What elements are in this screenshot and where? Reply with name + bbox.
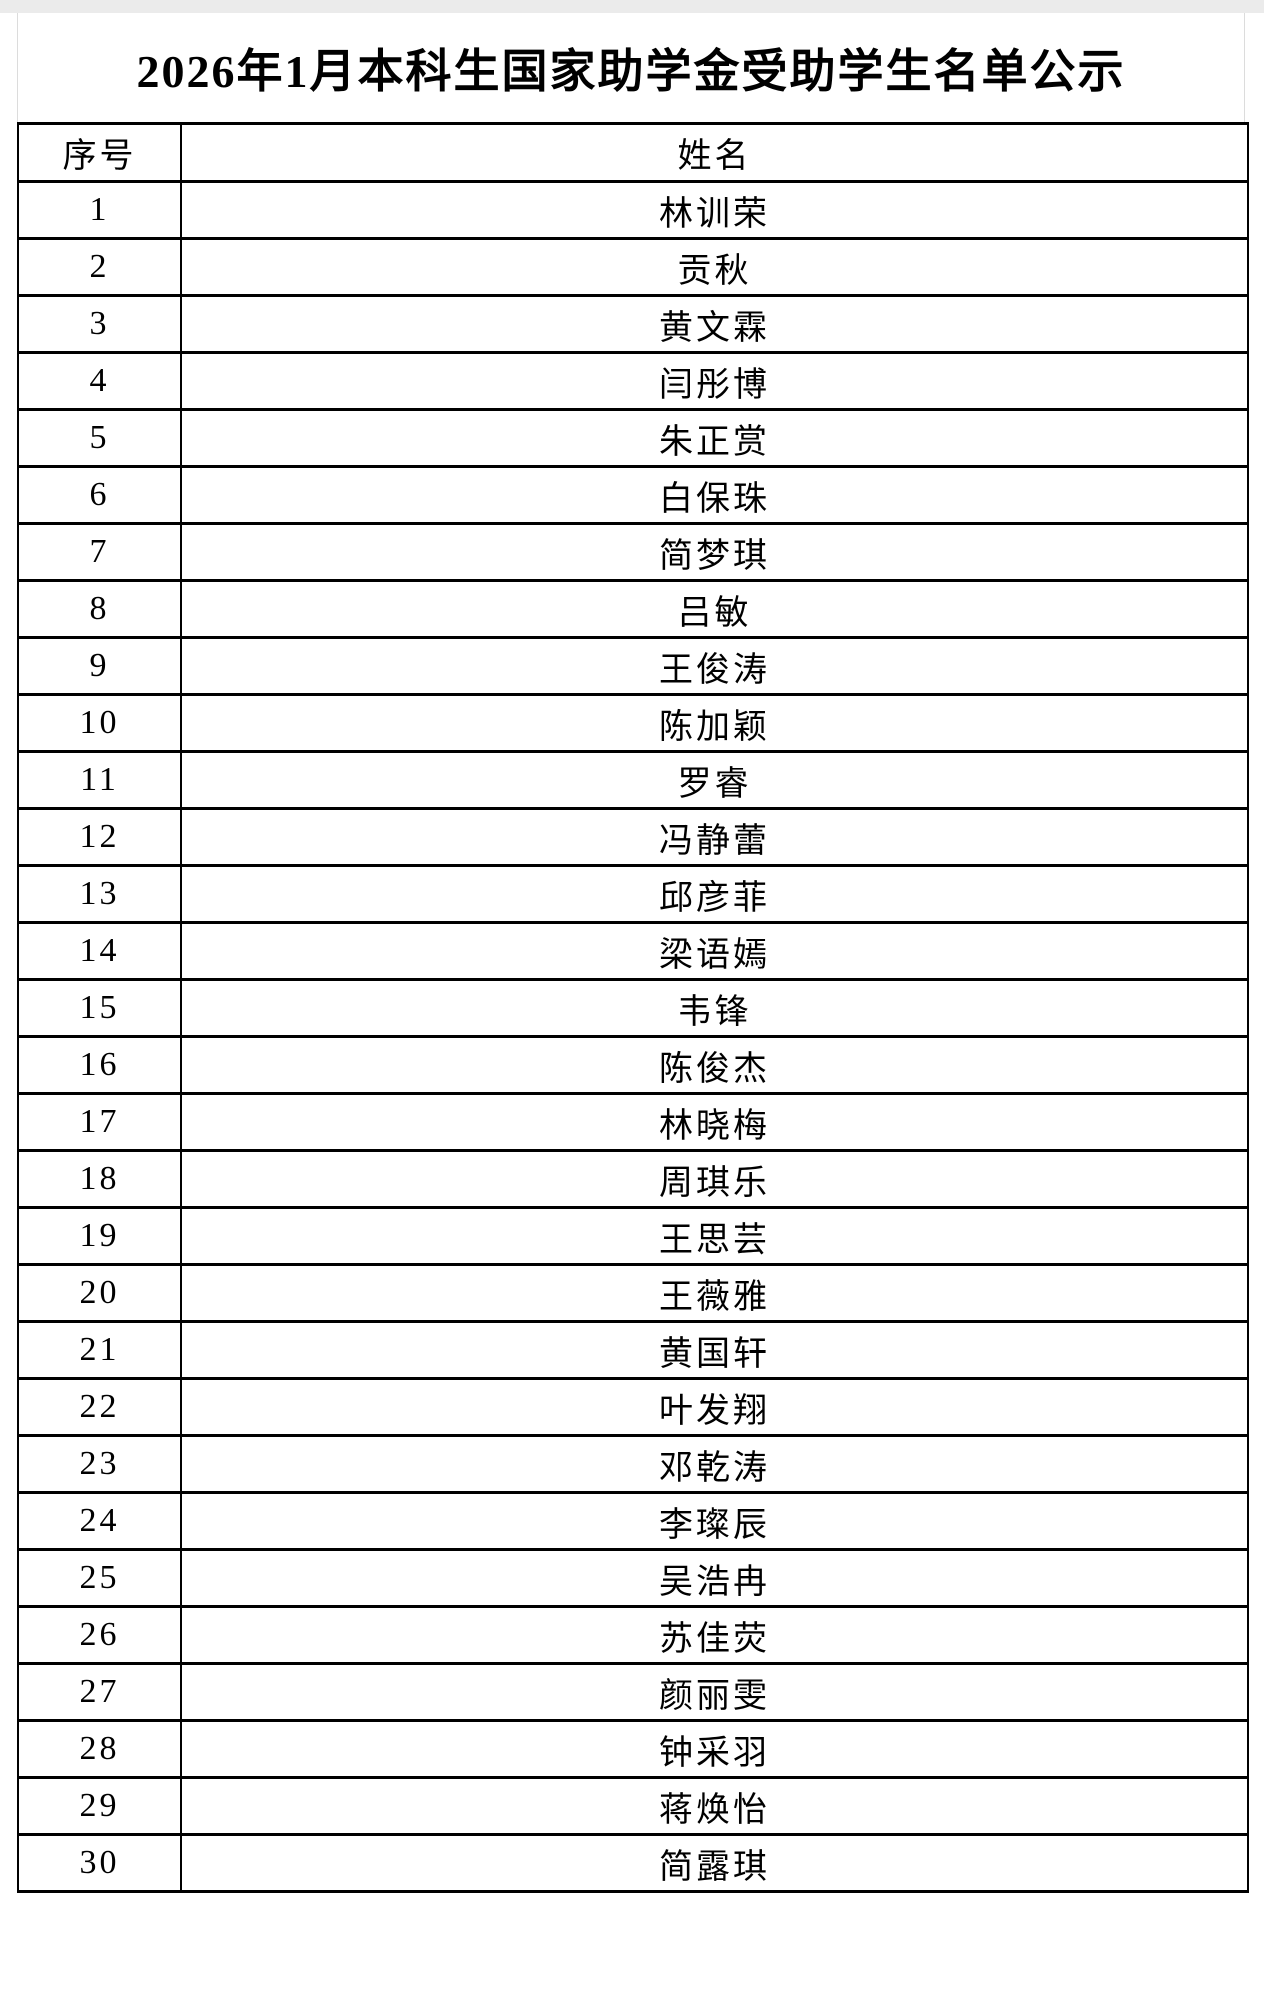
table-row: 4 闫彤博	[17, 351, 1249, 411]
row-no-cell: 16	[17, 1035, 182, 1095]
row-name-cell: 罗睿	[180, 750, 1249, 810]
table-row: 17 林晓梅	[17, 1092, 1249, 1152]
row-name-cell: 周琪乐	[180, 1149, 1249, 1209]
row-no-cell: 24	[17, 1491, 182, 1551]
table-row: 9 王俊涛	[17, 636, 1249, 696]
row-no-cell: 6	[17, 465, 182, 525]
row-no-cell: 19	[17, 1206, 182, 1266]
row-name-cell: 闫彤博	[180, 351, 1249, 411]
table-row: 10 陈加颖	[17, 693, 1249, 753]
row-name-cell: 邓乾涛	[180, 1434, 1249, 1494]
row-name-cell: 颜丽雯	[180, 1662, 1249, 1722]
table-row: 25 吴浩冉	[17, 1548, 1249, 1608]
table-row: 5 朱正赏	[17, 408, 1249, 468]
table-row: 11 罗睿	[17, 750, 1249, 810]
top-gray-strip	[0, 0, 1264, 13]
row-name-cell: 蒋焕怡	[180, 1776, 1249, 1836]
row-name-cell: 李璨辰	[180, 1491, 1249, 1551]
table-row: 14 梁语嫣	[17, 921, 1249, 981]
row-name-cell: 梁语嫣	[180, 921, 1249, 981]
row-no-cell: 17	[17, 1092, 182, 1152]
row-name-cell: 钟采羽	[180, 1719, 1249, 1779]
row-no-cell: 27	[17, 1662, 182, 1722]
table-row: 19 王思芸	[17, 1206, 1249, 1266]
table-row: 30 简露琪	[17, 1833, 1249, 1893]
row-name-cell: 林训荣	[180, 180, 1249, 240]
table-row: 23 邓乾涛	[17, 1434, 1249, 1494]
row-name-cell: 黄文霖	[180, 294, 1249, 354]
col-header-no: 序号	[17, 122, 182, 183]
row-name-cell: 王俊涛	[180, 636, 1249, 696]
row-no-cell: 10	[17, 693, 182, 753]
row-no-cell: 1	[17, 180, 182, 240]
row-name-cell: 王薇雅	[180, 1263, 1249, 1323]
table-row: 27 颜丽雯	[17, 1662, 1249, 1722]
row-no-cell: 4	[17, 351, 182, 411]
table-row: 2 贡秋	[17, 237, 1249, 297]
row-no-cell: 20	[17, 1263, 182, 1323]
row-name-cell: 白保珠	[180, 465, 1249, 525]
row-no-cell: 15	[17, 978, 182, 1038]
row-name-cell: 吕敏	[180, 579, 1249, 639]
row-name-cell: 贡秋	[180, 237, 1249, 297]
table-row: 21 黄国轩	[17, 1320, 1249, 1380]
row-no-cell: 30	[17, 1833, 182, 1893]
col-header-name: 姓名	[180, 122, 1249, 183]
row-name-cell: 林晓梅	[180, 1092, 1249, 1152]
table-row: 12 冯静蕾	[17, 807, 1249, 867]
row-no-cell: 13	[17, 864, 182, 924]
row-name-cell: 韦锋	[180, 978, 1249, 1038]
row-name-cell: 王思芸	[180, 1206, 1249, 1266]
table-row: 18 周琪乐	[17, 1149, 1249, 1209]
row-name-cell: 冯静蕾	[180, 807, 1249, 867]
table-row: 26 苏佳荧	[17, 1605, 1249, 1665]
row-name-cell: 苏佳荧	[180, 1605, 1249, 1665]
row-no-cell: 14	[17, 921, 182, 981]
row-no-cell: 7	[17, 522, 182, 582]
row-no-cell: 29	[17, 1776, 182, 1836]
row-no-cell: 2	[17, 237, 182, 297]
table-row: 3 黄文霖	[17, 294, 1249, 354]
table-row: 29 蒋焕怡	[17, 1776, 1249, 1836]
row-name-cell: 黄国轩	[180, 1320, 1249, 1380]
row-no-cell: 11	[17, 750, 182, 810]
table-row: 24 李璨辰	[17, 1491, 1249, 1551]
row-name-cell: 陈加颖	[180, 693, 1249, 753]
table-row: 20 王薇雅	[17, 1263, 1249, 1323]
table-row: 8 吕敏	[17, 579, 1249, 639]
row-no-cell: 25	[17, 1548, 182, 1608]
row-name-cell: 吴浩冉	[180, 1548, 1249, 1608]
row-name-cell: 邱彦菲	[180, 864, 1249, 924]
table-row: 22 叶发翔	[17, 1377, 1249, 1437]
row-no-cell: 23	[17, 1434, 182, 1494]
student-roster-table: 序号 姓名 1 林训荣 2 贡秋 3 黄文霖 4 闫彤博 5 朱正赏 6 白保珠 7 简梦琪 8 吕敏 9 王俊涛…	[17, 122, 1249, 1893]
row-no-cell: 18	[17, 1149, 182, 1209]
row-name-cell: 简露琪	[180, 1833, 1249, 1893]
table-row: 1 林训荣	[17, 180, 1249, 240]
table-row: 13 邱彦菲	[17, 864, 1249, 924]
row-no-cell: 22	[17, 1377, 182, 1437]
table-row: 28 钟采羽	[17, 1719, 1249, 1779]
row-no-cell: 21	[17, 1320, 182, 1380]
row-no-cell: 3	[17, 294, 182, 354]
page-title: 2026年1月本科生国家助学金受助学生名单公示	[136, 45, 1126, 97]
row-no-cell: 28	[17, 1719, 182, 1779]
row-no-cell: 12	[17, 807, 182, 867]
table-row: 16 陈俊杰	[17, 1035, 1249, 1095]
row-no-cell: 5	[17, 408, 182, 468]
table-row: 7 简梦琪	[17, 522, 1249, 582]
table-row: 6 白保珠	[17, 465, 1249, 525]
header-row: 序号 姓名	[17, 122, 1249, 183]
row-no-cell: 9	[17, 636, 182, 696]
row-no-cell: 8	[17, 579, 182, 639]
row-name-cell: 陈俊杰	[180, 1035, 1249, 1095]
row-name-cell: 朱正赏	[180, 408, 1249, 468]
table-row: 15 韦锋	[17, 978, 1249, 1038]
row-name-cell: 简梦琪	[180, 522, 1249, 582]
row-no-cell: 26	[17, 1605, 182, 1665]
title-area: 2026年1月本科生国家助学金受助学生名单公示	[17, 13, 1245, 122]
row-name-cell: 叶发翔	[180, 1377, 1249, 1437]
